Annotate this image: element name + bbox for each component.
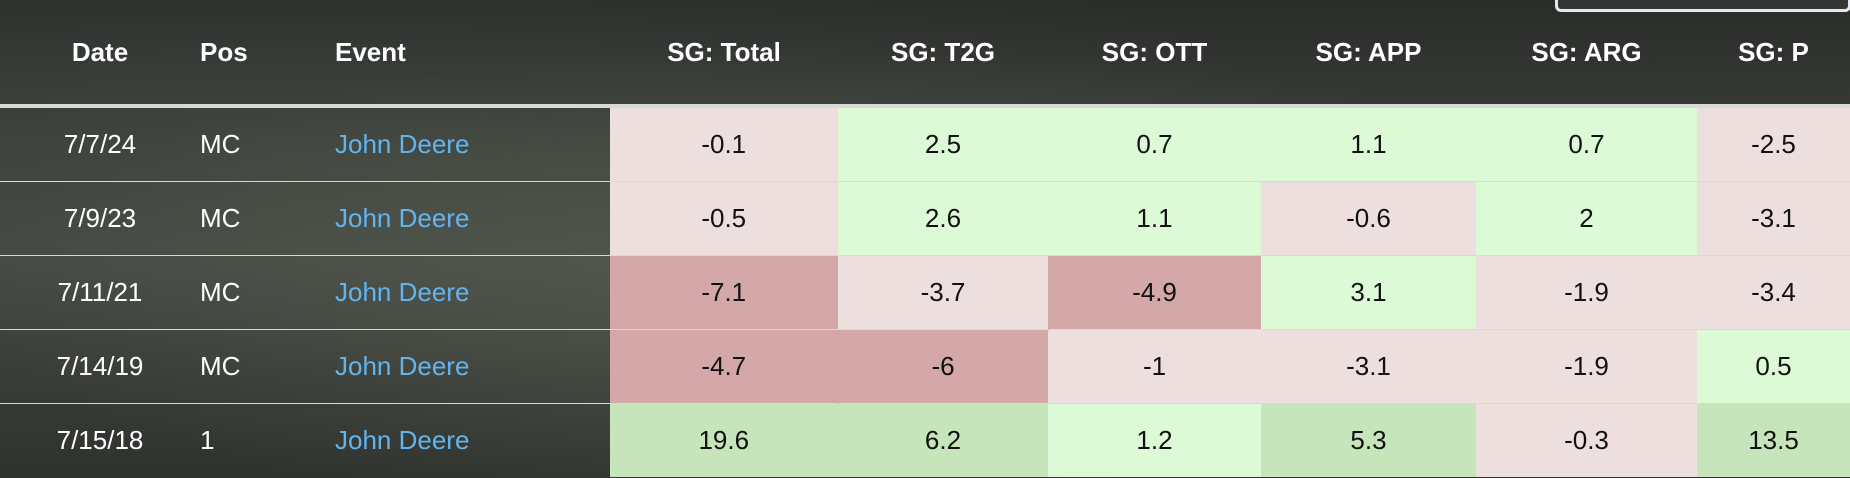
stat-cell: -1 [1048,329,1261,404]
stat-cell: -2.5 [1697,105,1850,182]
position-cell: 1 [200,403,335,477]
position-cell: MC [200,105,335,182]
date-cell: 7/11/21 [0,255,200,330]
stat-cell: -7.1 [610,255,838,330]
stat-cell: -3.1 [1261,329,1476,404]
stat-cell: 2.6 [838,181,1048,256]
column-header: SG: P [1697,0,1850,108]
stat-cell: 0.7 [1048,105,1261,182]
stat-cell: -1.9 [1476,329,1697,404]
stat-cell: -0.1 [610,105,838,182]
date-cell: 7/9/23 [0,181,200,256]
stat-cell: 0.5 [1697,329,1850,404]
event-link[interactable]: John Deere [335,329,610,404]
stat-cell: 2 [1476,181,1697,256]
column-header: SG: APP [1261,0,1476,108]
column-header: SG: T2G [838,0,1048,108]
stat-cell: -0.6 [1261,181,1476,256]
column-header: SG: ARG [1476,0,1697,108]
date-cell: 7/14/19 [0,329,200,404]
stat-cell: 1.1 [1048,181,1261,256]
date-cell: 7/15/18 [0,403,200,477]
table-row: 7/14/19 MC John Deere -4.7 -6 -1 -3.1 -1.9 0.5 [0,329,1850,404]
date-cell: 7/7/24 [0,105,200,182]
stat-cell: -4.7 [610,329,838,404]
stat-cell: 1.1 [1261,105,1476,182]
event-link[interactable]: John Deere [335,255,610,330]
event-link[interactable]: John Deere [335,181,610,256]
stat-cell: -0.5 [610,181,838,256]
table-row: 7/11/21 MC John Deere -7.1 -3.7 -4.9 3.1 -1.9 -3… [0,255,1850,330]
stat-cell: 1.2 [1048,403,1261,477]
position-cell: MC [200,329,335,404]
stat-cell: -3.4 [1697,255,1850,330]
position-cell: MC [200,255,335,330]
event-link[interactable]: John Deere [335,105,610,182]
header-row: Date Pos Event SG: Total SG: T2G SG: OTT SG: A… [0,0,1850,108]
stat-cell: -3.7 [838,255,1048,330]
column-header: Event [335,0,610,108]
stat-cell: -6 [838,329,1048,404]
stat-cell: 3.1 [1261,255,1476,330]
stat-cell: -3.1 [1697,181,1850,256]
stat-cell: 6.2 [838,403,1048,477]
stat-cell: 13.5 [1697,403,1850,477]
column-header: SG: Total [610,0,838,108]
column-header: Pos [200,0,335,108]
stat-cell: 5.3 [1261,403,1476,477]
column-header: Date [0,0,200,108]
stat-cell: 2.5 [838,105,1048,182]
column-header: SG: OTT [1048,0,1261,108]
stat-cell: -4.9 [1048,255,1261,330]
position-cell: MC [200,181,335,256]
stat-cell: 19.6 [610,403,838,477]
table-row: 7/9/23 MC John Deere -0.5 2.6 1.1 -0.6 2 -3.1 [0,181,1850,256]
stat-cell: 0.7 [1476,105,1697,182]
table-row: 7/7/24 MC John Deere -0.1 2.5 0.7 1.1 0.7 -2.5 [0,105,1850,182]
event-link[interactable]: John Deere [335,403,610,477]
stat-cell: -1.9 [1476,255,1697,330]
stat-cell: -0.3 [1476,403,1697,477]
table-body: 7/7/24 MC John Deere -0.1 2.5 0.7 1.1 0.7 -2.5 7/… [0,105,1850,477]
table-row: 7/15/18 1 John Deere 19.6 6.2 1.2 5.3 -0.3 13.5 [0,403,1850,477]
